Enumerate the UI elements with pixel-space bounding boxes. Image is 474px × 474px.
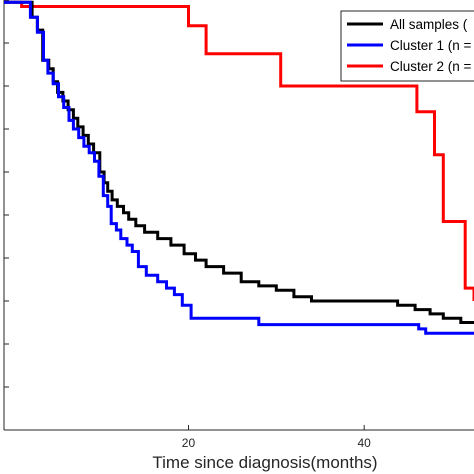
series-cluster-2 bbox=[4, 0, 474, 301]
y-axis-ticks bbox=[4, 0, 9, 388]
legend-label-cluster-1: Cluster 1 (n = bbox=[390, 38, 472, 53]
legend-label-all-samples: All samples ( bbox=[390, 17, 468, 32]
series-layer bbox=[4, 0, 474, 335]
series-all-samples bbox=[4, 0, 474, 324]
legend: All samples ( Cluster 1 (n = Cluster 2 (… bbox=[340, 10, 474, 82]
x-axis-label: Time since diagnosis(months) bbox=[152, 453, 377, 472]
x-tick-label: 20 bbox=[182, 436, 196, 450]
plot-area: 20 40 bbox=[3, 0, 474, 450]
x-tick-label: 40 bbox=[358, 436, 372, 450]
legend-label-cluster-2: Cluster 2 (n = bbox=[390, 59, 472, 74]
series-cluster-1 bbox=[4, 0, 474, 335]
x-axis-ticks: 20 40 bbox=[182, 425, 371, 450]
